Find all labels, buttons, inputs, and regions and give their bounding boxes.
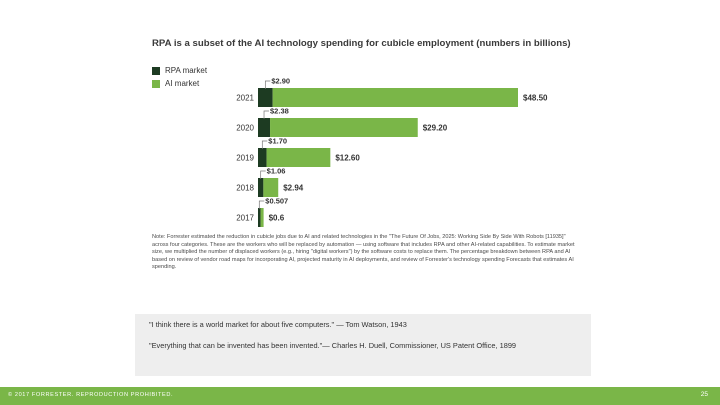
rpa-leader-line <box>261 140 268 149</box>
legend-item-ai: AI market <box>152 77 207 90</box>
quote-duell: "Everything that can be invented has bee… <box>149 341 517 350</box>
bar-ai <box>270 118 418 137</box>
legend-item-rpa: RPA market <box>152 64 207 77</box>
bar-rpa <box>258 178 264 197</box>
rpa-leader-line <box>264 80 271 89</box>
legend-swatch-rpa <box>152 66 160 75</box>
quote-watson: "I think there is a world market for abo… <box>149 320 407 329</box>
data-label-rpa: $0.507 <box>265 197 288 206</box>
footer-copyright: © 2017 FORRESTER. REPRODUCTION PROHIBITE… <box>8 392 174 398</box>
category-label: 2017 <box>236 214 254 223</box>
category-label: 2018 <box>236 184 254 193</box>
data-label-rpa: $1.06 <box>267 167 286 176</box>
bar-rpa <box>258 88 273 107</box>
bar-ai <box>263 178 279 197</box>
rpa-leader-line <box>263 110 270 119</box>
data-label-rpa: $2.90 <box>271 77 290 86</box>
chart-note: Note: Forrester estimated the reduction … <box>152 234 575 271</box>
bar-rpa <box>258 208 261 227</box>
category-label: 2021 <box>236 94 254 103</box>
legend-label-ai: AI market <box>165 79 200 88</box>
data-label-ai: $0.6 <box>269 214 285 223</box>
bar-rpa <box>258 148 267 167</box>
legend-swatch-ai <box>152 79 160 88</box>
data-label-ai: $29.20 <box>423 124 448 133</box>
bar-ai <box>260 208 264 227</box>
data-label-ai: $2.94 <box>283 184 304 193</box>
bar-ai <box>272 88 518 107</box>
category-label: 2019 <box>236 154 254 163</box>
rpa-leader-line <box>260 170 266 179</box>
data-label-ai: $48.50 <box>523 94 548 103</box>
data-label-ai: $12.60 <box>335 154 360 163</box>
bar-chart: 2021 $48.50 $2.90 2020 $29.20 $2.38 2019 $12.60… <box>236 77 548 227</box>
bar-rpa <box>258 118 271 137</box>
rpa-leader-line <box>258 200 265 209</box>
data-label-rpa: $1.70 <box>268 137 287 146</box>
quotes-box: "I think there is a world market for abo… <box>135 314 591 376</box>
chart-legend: RPA market AI market <box>152 64 207 90</box>
page-number: 25 <box>700 391 708 398</box>
legend-label-rpa: RPA market <box>165 66 208 75</box>
chart-title: RPA is a subset of the AI technology spe… <box>152 38 571 49</box>
bar-ai <box>266 148 331 167</box>
category-label: 2020 <box>236 124 254 133</box>
footer-bar: © 2017 FORRESTER. REPRODUCTION PROHIBITE… <box>0 387 720 405</box>
data-label-rpa: $2.38 <box>270 107 289 116</box>
